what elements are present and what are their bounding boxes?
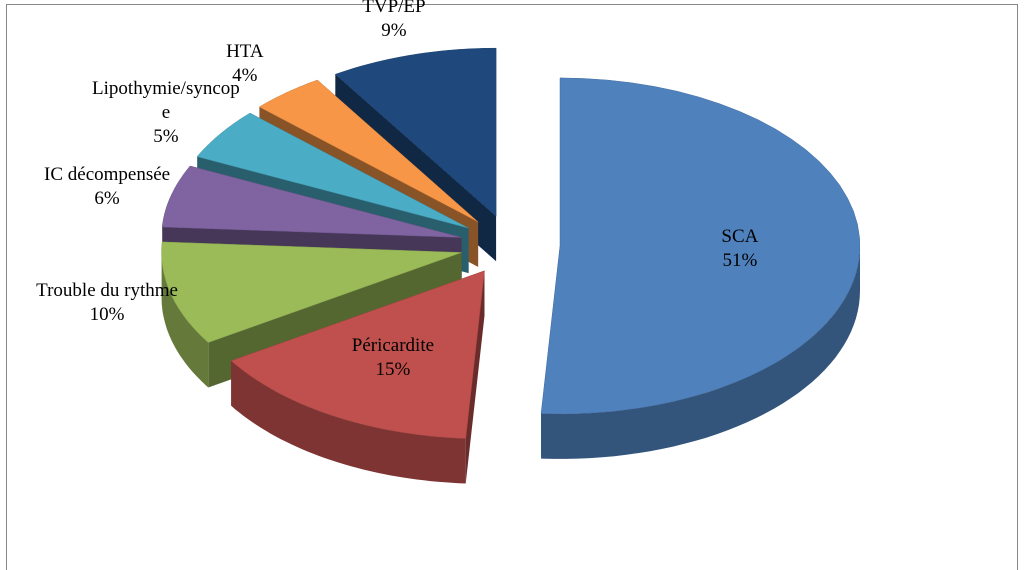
data-label: Péricardite 15% xyxy=(318,334,468,382)
slice-name: Trouble du rythme xyxy=(36,280,178,302)
slice-value: 15% xyxy=(375,358,411,380)
slice-name: Péricardite xyxy=(351,334,435,356)
chart-border xyxy=(6,4,1018,570)
slice-value: 5% xyxy=(153,125,179,147)
slice-value: 51% xyxy=(722,250,758,272)
data-label: Trouble du rythme 10% xyxy=(32,279,182,327)
slice-side xyxy=(231,360,466,484)
slice xyxy=(540,77,861,415)
slice-name: TVP/EP xyxy=(362,0,426,18)
slice-side xyxy=(465,270,485,484)
slice-value: 4% xyxy=(232,64,258,86)
data-label: IC décompensée 6% xyxy=(32,163,182,211)
slice-name: SCA xyxy=(721,226,759,248)
slice xyxy=(196,112,469,229)
slice-value: 10% xyxy=(89,304,125,326)
slice-value: 9% xyxy=(381,20,407,42)
data-label: Lipothymie/syncope 5% xyxy=(91,77,241,149)
data-label: SCA 51% xyxy=(665,225,815,273)
slice xyxy=(161,165,462,238)
slice-name: IC décompensée xyxy=(44,163,171,185)
slice xyxy=(258,79,479,223)
data-label: TVP/EP 9% xyxy=(319,0,469,43)
slice xyxy=(161,241,462,343)
data-label: HTA 4% xyxy=(170,40,320,88)
slice-side xyxy=(161,252,209,388)
slice-name: HTA xyxy=(226,40,264,62)
slice-value: 6% xyxy=(94,187,120,209)
slice-side xyxy=(541,245,860,459)
slice xyxy=(334,47,497,217)
slice-name: Lipothymie/syncope xyxy=(92,77,240,123)
slice xyxy=(230,270,485,439)
